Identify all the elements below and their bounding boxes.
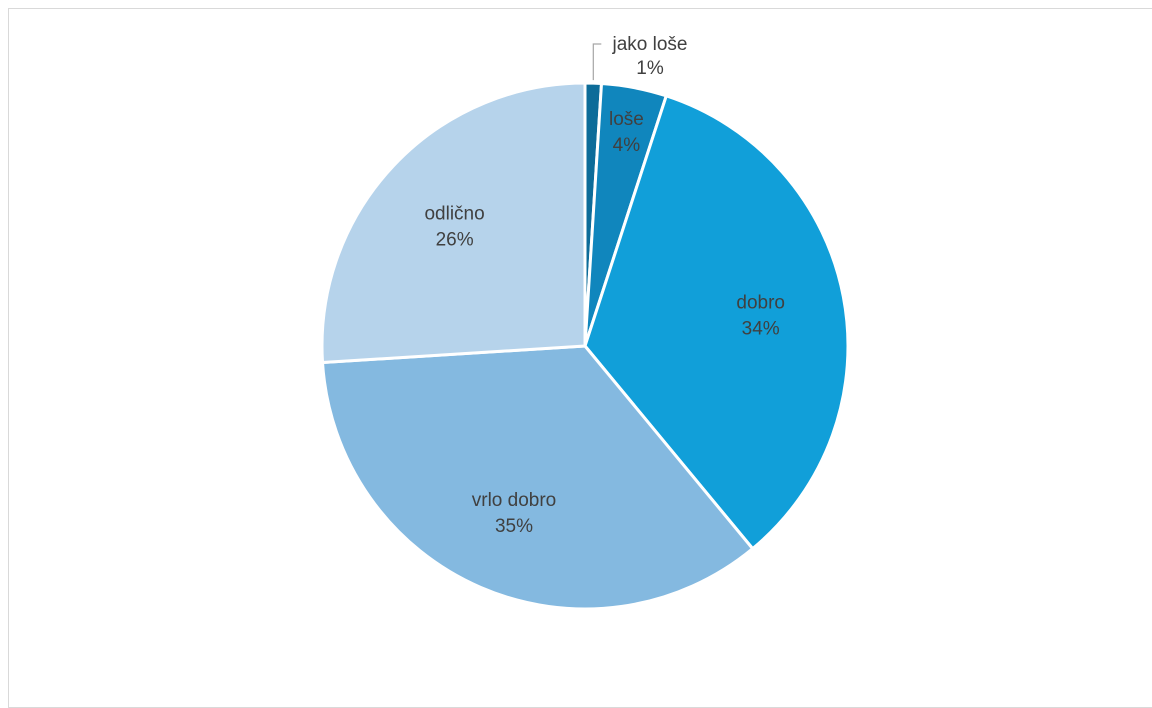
pie-slice-odlicno bbox=[320, 81, 587, 365]
data-label-category-jako-lose: jako loše bbox=[612, 34, 688, 55]
data-label-category-dobro: dobro bbox=[736, 293, 785, 314]
data-label-value-vrlo-dobro: 35% bbox=[495, 516, 533, 537]
data-label-category-vrlo-dobro: vrlo dobro bbox=[472, 490, 557, 511]
data-label-value-odlicno: 26% bbox=[436, 230, 474, 251]
data-label-value-jako-lose: 1% bbox=[636, 58, 664, 79]
data-label-value-dobro: 34% bbox=[742, 319, 780, 340]
pie-slice-vrlo-dobro bbox=[321, 344, 755, 611]
data-label-category-odlicno: odlično bbox=[424, 204, 484, 225]
data-labels: jako loše 1% loše 4% dobro 34% vrlo dobro 35% od… bbox=[424, 34, 785, 537]
pie-chart: jako loše 1% loše 4% dobro 34% vrlo dobro 35% od… bbox=[320, 34, 850, 611]
pie-slices bbox=[320, 81, 850, 611]
data-label-value-lose: 4% bbox=[613, 135, 641, 156]
leader-line-jako-lose bbox=[592, 43, 602, 81]
pie-slice-dobro bbox=[583, 94, 850, 551]
data-label-category-lose: loše bbox=[609, 109, 644, 130]
